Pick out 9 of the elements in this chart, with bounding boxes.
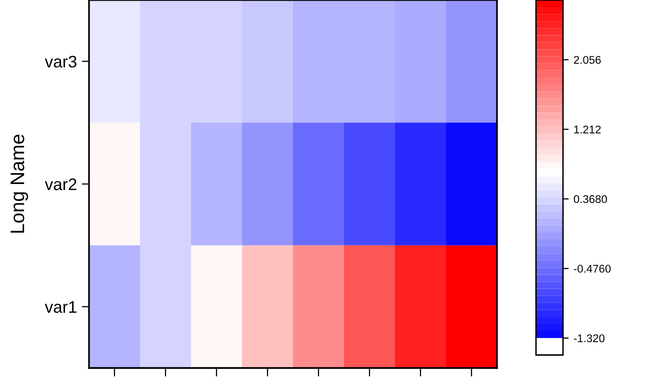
color-bar-label: 1.212 [574,126,601,134]
color-bar-label: 2.056 [574,56,601,64]
color-bar-label: -0.4760 [574,264,611,273]
color-bar-label: 0.3680 [574,195,607,204]
y-tick-label: var3 [44,56,76,68]
y-tick-label: var2 [44,178,76,190]
y-axis-title: Long Name [10,134,28,233]
color-bar-label: -1.320 [574,334,604,342]
y-tick-label: var1 [44,301,76,313]
